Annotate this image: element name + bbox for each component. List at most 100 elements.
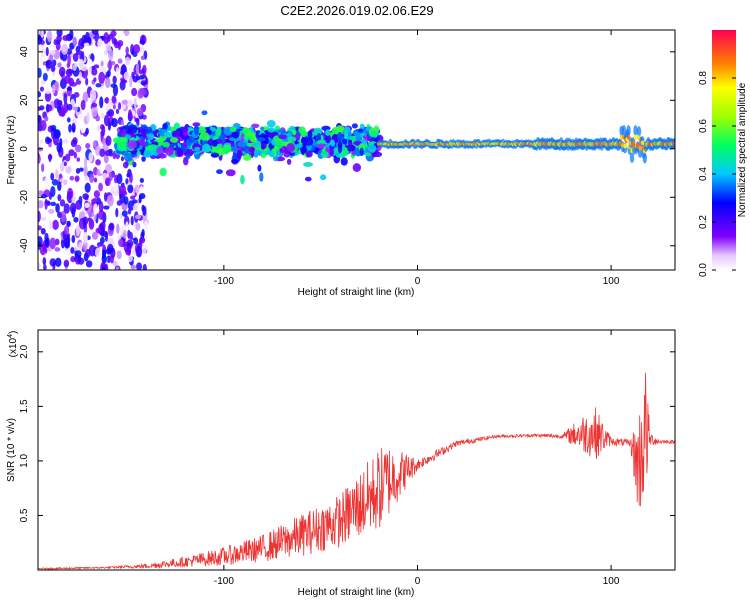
spectrogram-cell — [48, 208, 55, 214]
spectrogram-cell — [111, 95, 117, 104]
spectrogram-cell — [63, 161, 67, 167]
spectrogram-cell — [125, 221, 129, 232]
spectrogram-frame — [37, 29, 676, 271]
spectrogram-cell — [194, 125, 200, 136]
spectrogram-cell — [38, 262, 41, 269]
spectrogram-cell — [249, 134, 257, 143]
spectrogram-cell — [43, 264, 47, 270]
spectrogram-cell — [62, 138, 69, 144]
spectrogram-cell — [119, 212, 123, 219]
spectrogram-cell — [77, 257, 85, 265]
spectrogram-y-tick-label: -20 — [19, 190, 30, 205]
snr-x-tick-label: -100 — [214, 576, 234, 587]
spectrogram-cell — [117, 235, 122, 240]
spectrogram-cell — [127, 184, 134, 194]
snr-y-tick-label: 1.0 — [19, 454, 30, 468]
spectrogram-cell — [94, 247, 101, 258]
spectrogram-cell — [104, 177, 111, 187]
spectrogram-cell — [84, 182, 91, 193]
spectrogram-cell — [140, 80, 147, 86]
spectrogram-cell — [49, 237, 57, 250]
spectrogram-cell — [67, 69, 74, 74]
spectrogram-cell — [108, 48, 114, 61]
spectrogram-cell — [256, 137, 266, 142]
spectrogram-cell — [65, 250, 71, 257]
spectrogram-cell — [127, 109, 132, 120]
spectrogram-cell — [629, 152, 635, 164]
spectrogram-cell — [73, 91, 80, 98]
spectrogram-cell — [210, 152, 219, 158]
spectrogram-cell — [329, 139, 336, 147]
spectrogram-cell — [91, 68, 98, 76]
spectrogram-cell — [626, 125, 631, 136]
spectrogram-cell — [115, 108, 120, 115]
spectrogram-cell — [304, 137, 314, 146]
snr-ticks: -100 0 100 0.5 1.0 1.5 2.0 — [19, 330, 675, 587]
snr-background — [38, 330, 675, 570]
spectrogram-cell — [103, 114, 110, 127]
spectrogram-cell — [125, 46, 129, 55]
spectrogram-cell — [169, 137, 179, 143]
spectrogram-cell — [135, 245, 143, 258]
spectrogram-cell — [355, 133, 362, 143]
spectrogram-cell — [44, 176, 50, 189]
spectrogram-cell — [116, 250, 122, 260]
spectrogram-cell — [53, 129, 61, 139]
spectrogram-cell — [251, 123, 260, 129]
spectrogram-cell — [127, 140, 137, 150]
spectrogram-cell — [83, 165, 88, 177]
spectrogram-cell — [96, 242, 104, 247]
snr-y-tick-label: 1.5 — [19, 399, 30, 413]
spectrogram-cell — [103, 192, 108, 202]
spectrogram-cell — [143, 220, 149, 230]
spectrogram-cell — [369, 130, 379, 138]
spectrogram-cell — [105, 135, 112, 146]
spectrogram-cell — [117, 145, 127, 152]
spectrogram-cell — [51, 84, 56, 94]
spectrogram-cell — [307, 130, 313, 140]
colorbar-tick-label: 0.0 — [698, 263, 709, 277]
spectrogram-cell — [129, 172, 133, 185]
spectrogram-cell — [73, 216, 79, 223]
spectrogram-cell — [38, 200, 44, 209]
spectrogram-cell — [85, 143, 91, 149]
spectrogram-cell — [66, 220, 71, 227]
spectrogram-cell — [91, 198, 99, 203]
spectrogram-cell — [76, 157, 80, 162]
spectrogram-cell — [329, 147, 334, 157]
spectrogram-x-tick-label: 100 — [603, 276, 620, 287]
spectrogram-cell — [104, 49, 108, 56]
spectrogram-cell — [127, 208, 132, 215]
spectrogram-cell — [101, 266, 106, 270]
spectrogram-cell — [45, 88, 51, 95]
spectrogram-cell — [50, 172, 55, 181]
spectrogram-cell — [121, 79, 128, 84]
spectrogram-cell — [71, 122, 76, 133]
spectrogram-cell — [63, 203, 70, 214]
spectrogram-cell — [40, 80, 46, 85]
spectrogram-cell — [38, 67, 42, 78]
spectrogram-heatmap — [38, 30, 675, 270]
spectrogram-cell — [108, 222, 115, 231]
snr-x-tick-label: 0 — [415, 576, 421, 587]
colorbar-tick-label: 0.8 — [698, 71, 709, 85]
spectrogram-cell — [55, 169, 59, 178]
spectrogram-cell — [93, 77, 97, 83]
spectrogram-cell — [300, 130, 308, 138]
spectrogram-cell — [48, 220, 53, 230]
snr-y-tick-label: 0.5 — [19, 508, 30, 522]
spectrogram-cell — [142, 64, 147, 75]
spectrogram-cell — [159, 167, 167, 177]
spectrogram-cell — [135, 63, 140, 75]
spectrogram-cell — [117, 58, 123, 64]
spectrogram-cell — [52, 59, 57, 67]
spectrogram-y-tick-label: 40 — [19, 46, 30, 58]
spectrogram-cell — [103, 205, 110, 210]
spectrogram-cell — [139, 88, 147, 96]
spectrogram-cell — [277, 129, 285, 134]
colorbar-gradient — [712, 30, 736, 270]
spectrogram-cell — [337, 141, 343, 149]
spectrogram-cell — [633, 125, 638, 136]
spectrogram-cell — [132, 161, 137, 168]
spectrogram-cell — [38, 114, 42, 126]
